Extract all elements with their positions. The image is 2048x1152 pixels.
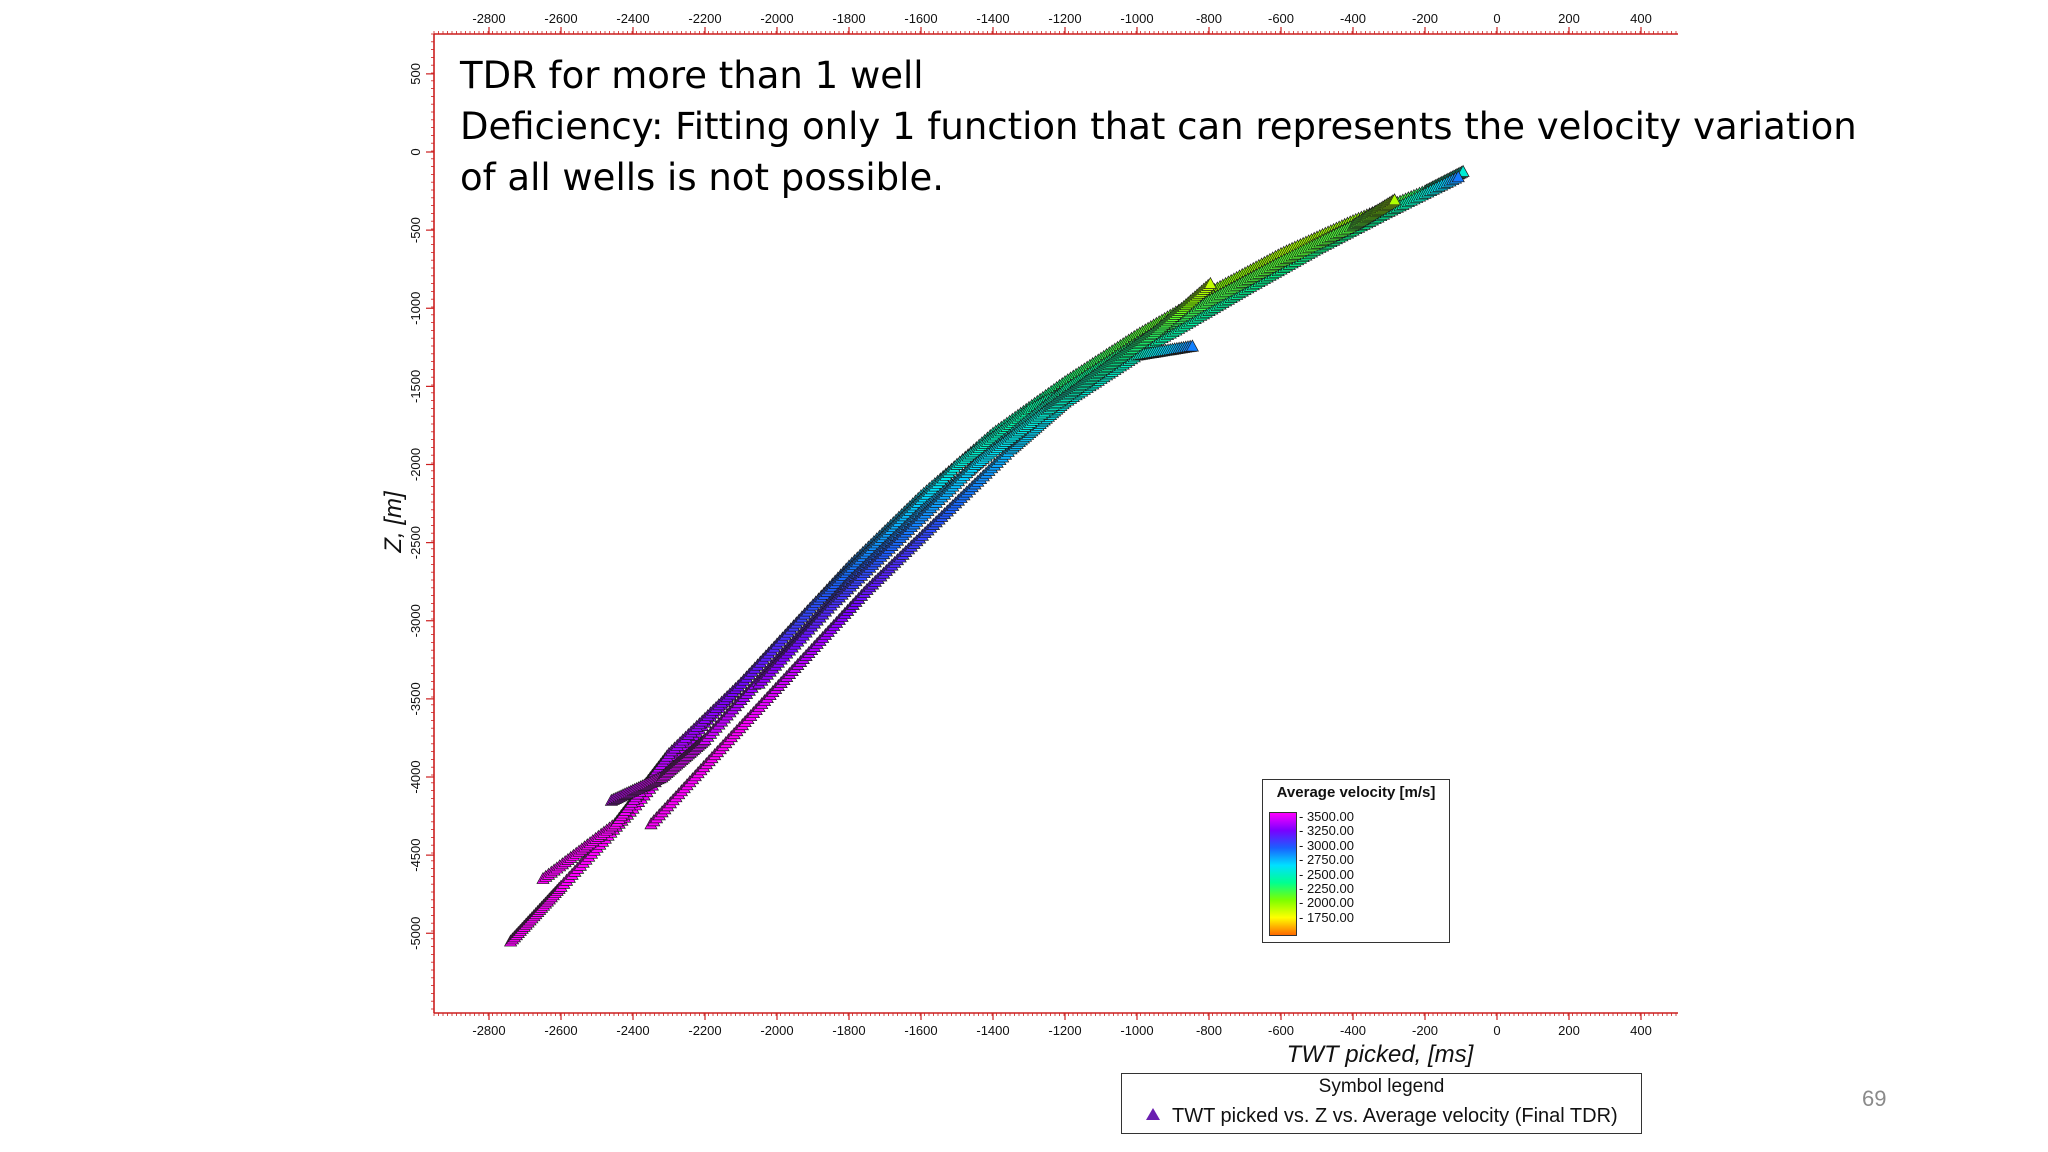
color-scale-label: - 2000.00 xyxy=(1299,895,1354,911)
slide-text: TDR for more than 1 well Deficiency: Fit… xyxy=(460,50,1857,203)
x-tick-label-bottom: -1600 xyxy=(904,1023,937,1038)
x-tick-label-bottom: -2200 xyxy=(688,1023,721,1038)
x-tick-label-top: -1800 xyxy=(832,11,865,26)
y-tick-label: -4500 xyxy=(408,839,423,872)
symbol-legend-label: TWT picked vs. Z vs. Average velocity (F… xyxy=(1172,1105,1618,1127)
color-scale-labels: - 3500.00- 3250.00- 3000.00- 2750.00- 25… xyxy=(1299,809,1354,925)
well-3-series xyxy=(604,193,1402,806)
symbol-legend-entry: TWT picked vs. Z vs. Average velocity (F… xyxy=(1146,1105,1618,1128)
x-tick-label-top: 400 xyxy=(1630,11,1652,26)
x-tick-label-top: 200 xyxy=(1558,11,1580,26)
y-tick-label: -2500 xyxy=(408,526,423,559)
x-tick-label-bottom: -2600 xyxy=(544,1023,577,1038)
x-tick-label-bottom: -1800 xyxy=(832,1023,865,1038)
color-scale-label: - 3000.00 xyxy=(1299,837,1354,853)
y-axis-title: Z, [m] xyxy=(380,490,407,554)
plot-frame xyxy=(431,31,1678,1016)
x-axis-bottom: -2800 -2600 -2400 -2200 -2000 -1800 -1600 -1400… xyxy=(472,1013,1652,1038)
color-scale-label: - 1750.00 xyxy=(1299,909,1354,925)
x-tick-label-top: -1400 xyxy=(976,11,1009,26)
y-tick-label: -2000 xyxy=(408,448,423,481)
color-scale-label: - 2750.00 xyxy=(1299,852,1354,868)
x-tick-label-top: -600 xyxy=(1268,11,1294,26)
x-tick-label-top: -1200 xyxy=(1048,11,1081,26)
slide-title-line-3: of all wells is not possible. xyxy=(460,156,944,199)
x-tick-label-bottom: -2800 xyxy=(472,1023,505,1038)
triangle-marker-icon xyxy=(1146,1108,1160,1120)
symbol-legend-title: Symbol legend xyxy=(1318,1076,1445,1097)
y-tick-label: -3000 xyxy=(408,604,423,637)
x-tick-label-top: -1000 xyxy=(1120,11,1153,26)
color-scale-title: Average velocity [m/s] xyxy=(1276,784,1436,801)
color-scale-label: - 3250.00 xyxy=(1299,823,1354,839)
x-tick-label-bottom: -1000 xyxy=(1120,1023,1153,1038)
x-tick-label-bottom: -1200 xyxy=(1048,1023,1081,1038)
slide-title-line-1: TDR for more than 1 well xyxy=(460,54,924,97)
x-axis-title: TWT picked, [ms] xyxy=(1287,1041,1475,1068)
data-point-triangle xyxy=(1203,276,1217,289)
y-tick-label: 0 xyxy=(408,148,423,155)
y-tick-label: -1000 xyxy=(408,292,423,325)
x-tick-label-top: -200 xyxy=(1412,11,1438,26)
well-5-series xyxy=(752,276,1217,689)
x-tick-label-bottom: -2000 xyxy=(760,1023,793,1038)
x-tick-label-bottom: -200 xyxy=(1412,1023,1438,1038)
x-tick-label-bottom: -1400 xyxy=(976,1023,1009,1038)
y-axis-left: 500 0 -500 -1000 -1500 -2000 -2500 -3000 -3500 -4… xyxy=(408,63,434,950)
x-tick-label-bottom: 200 xyxy=(1558,1023,1580,1038)
y-tick-label: -1500 xyxy=(408,370,423,403)
x-tick-label-top: -2800 xyxy=(472,11,505,26)
symbol-legend: Symbol legend TWT picked vs. Z vs. Avera… xyxy=(1121,1073,1642,1134)
x-tick-label-bottom: -400 xyxy=(1340,1023,1366,1038)
color-scale-label: - 2250.00 xyxy=(1299,881,1354,897)
color-scale-legend: Average velocity [m/s] - 3500.00- 3250.0… xyxy=(1262,779,1450,943)
color-scale-bar xyxy=(1269,812,1297,936)
y-tick-label: -500 xyxy=(408,217,423,243)
y-tick-label: -3500 xyxy=(408,682,423,715)
x-tick-label-bottom: -800 xyxy=(1196,1023,1222,1038)
color-scale-label: - 3500.00 xyxy=(1299,809,1354,824)
x-tick-label-top: -800 xyxy=(1196,11,1222,26)
color-scale-label: - 2500.00 xyxy=(1299,866,1354,882)
well-2-series xyxy=(536,170,1465,884)
x-tick-label-top: -2600 xyxy=(544,11,577,26)
x-axis-top: -2800 -2600 -2400 -2200 -2000 -1800 -1600 -1400… xyxy=(472,11,1652,34)
y-tick-label: 500 xyxy=(408,63,423,85)
y-tick-label: -5000 xyxy=(408,917,423,950)
data-point-triangle xyxy=(1451,170,1465,183)
x-tick-label-bottom: -2400 xyxy=(616,1023,649,1038)
x-tick-label-top: -400 xyxy=(1340,11,1366,26)
x-tick-label-bottom: 400 xyxy=(1630,1023,1652,1038)
y-tick-label: -4000 xyxy=(408,760,423,793)
x-tick-label-top: -1600 xyxy=(904,11,937,26)
x-tick-label-top: -2000 xyxy=(760,11,793,26)
data-point-triangle xyxy=(1387,193,1402,206)
data-point-triangle xyxy=(1185,339,1199,352)
slide-title-line-2: Deficiency: Fitting only 1 function that… xyxy=(460,105,1857,148)
x-tick-label-top: -2400 xyxy=(616,11,649,26)
x-tick-label-bottom: -600 xyxy=(1268,1023,1294,1038)
page-number: 69 xyxy=(1862,1086,1887,1111)
x-tick-label-top: 0 xyxy=(1493,11,1500,26)
well-4-series xyxy=(644,339,1199,830)
data-points-layer xyxy=(504,164,1470,947)
x-tick-label-top: -2200 xyxy=(688,11,721,26)
x-tick-label-bottom: 0 xyxy=(1493,1023,1500,1038)
